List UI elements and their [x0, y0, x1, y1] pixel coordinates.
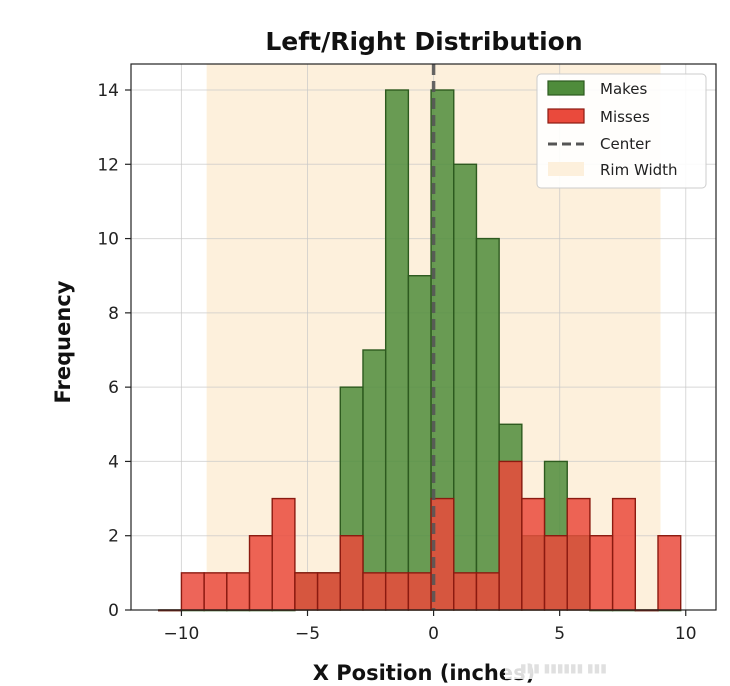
y-axis-title: Frequency: [51, 280, 75, 403]
y-tick-label: 12: [97, 155, 119, 175]
bar-makes: [362, 349, 387, 611]
plot-frame: [130, 63, 717, 611]
bar-makes: [407, 275, 432, 611]
bar-misses: [566, 497, 591, 611]
x-tick-label: 5: [554, 624, 565, 644]
bar-misses: [316, 572, 341, 611]
watermark: ▮▮▮ ▮▮▮▮▮▮ ▮▮▮: [505, 653, 730, 679]
bar-misses: [203, 572, 228, 611]
bar-misses: [180, 572, 205, 611]
bar-makes: [475, 237, 500, 611]
y-tick-label: 6: [108, 378, 119, 398]
bar-misses: [475, 572, 500, 611]
legend-swatch-makes: [547, 80, 585, 96]
bar-misses: [453, 572, 478, 611]
y-tick-label: 8: [108, 304, 119, 324]
y-tick-label: 10: [97, 230, 119, 250]
bar-misses: [611, 497, 637, 611]
legend-label-misses: Misses: [600, 108, 650, 126]
bar-makes: [453, 163, 478, 611]
bar-misses: [271, 497, 296, 611]
bar-makes: [384, 89, 410, 611]
legend-swatch-misses: [547, 108, 585, 124]
legend: Makes Misses Center Rim Width: [536, 73, 707, 189]
legend-label-makes: Makes: [600, 80, 648, 98]
bar-misses: [226, 572, 251, 611]
bar-misses: [248, 535, 273, 611]
x-tick-label: 0: [428, 624, 439, 644]
y-tick-label: 0: [108, 601, 119, 621]
bar-misses: [521, 497, 546, 611]
x-tick-label: 10: [675, 624, 697, 644]
y-tick-label: 4: [108, 452, 119, 472]
bar-misses: [362, 572, 387, 611]
legend-label-rim-width: Rim Width: [600, 161, 678, 179]
bar-misses: [339, 535, 364, 611]
bar-misses: [498, 460, 523, 611]
x-axis-title: X Position (inches): [313, 661, 535, 685]
legend-swatch-rim-width: [548, 162, 584, 176]
y-tick-label: 14: [97, 81, 119, 101]
y-tick-label: 2: [108, 527, 119, 547]
bar-misses: [294, 572, 319, 611]
legend-label-center: Center: [600, 135, 651, 153]
bar-misses: [589, 535, 614, 611]
bar-misses: [657, 535, 682, 611]
x-tick-label: −5: [295, 624, 320, 644]
bar-misses: [384, 572, 410, 611]
legend-box: [536, 73, 707, 189]
svg-text:▮▮▮ ▮▮▮▮▮▮ ▮▮▮: ▮▮▮ ▮▮▮▮▮▮ ▮▮▮: [520, 661, 607, 675]
bar-misses: [543, 535, 568, 611]
x-tick-label: −10: [163, 624, 199, 644]
bar-misses: [407, 572, 432, 611]
chart-title: Left/Right Distribution: [265, 27, 582, 56]
